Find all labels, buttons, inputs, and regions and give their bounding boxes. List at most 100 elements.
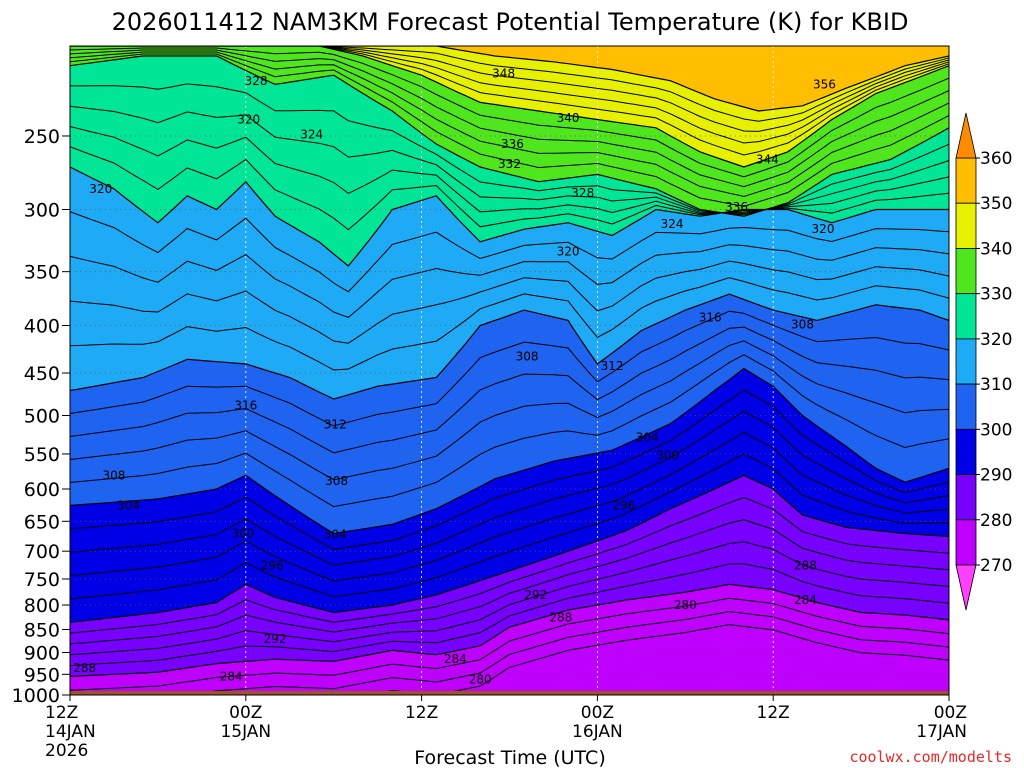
y-tick-label: 600 <box>24 479 60 501</box>
colorbar-bin <box>955 428 977 475</box>
isentrope-290 <box>70 474 949 623</box>
isentrope-284 <box>70 541 949 656</box>
x-tick-label: 14JAN <box>45 722 96 742</box>
colorbar-label: 350 <box>980 194 1012 214</box>
colorbar-bin <box>955 519 977 566</box>
x-tick-label: 12Z <box>757 703 790 723</box>
isentrope-332 <box>70 53 949 207</box>
isentrope-344 <box>70 46 949 144</box>
contour-label: 316 <box>234 399 257 413</box>
y-tick-label: 950 <box>24 664 60 686</box>
y-tick-label: 900 <box>24 643 60 665</box>
contour-label: 292 <box>524 588 547 602</box>
contour-label: 336 <box>501 137 524 151</box>
contour-label: 304 <box>117 498 140 512</box>
isentrope-286 <box>70 519 949 645</box>
isentrope-296 <box>70 410 949 566</box>
isentrope-324 <box>70 126 949 215</box>
contour-label: 356 <box>813 77 836 91</box>
grid-lines <box>70 46 949 695</box>
colorbar-label: 290 <box>980 466 1012 486</box>
isentrope-340 <box>70 46 949 168</box>
y-tick-label: 450 <box>24 363 60 385</box>
terrain-ground <box>70 690 949 695</box>
colorbar-label: 330 <box>980 285 1012 305</box>
x-tick-label: 12Z <box>45 703 78 723</box>
isentrope-336 <box>70 49 949 188</box>
contour-label: 348 <box>492 66 515 80</box>
contour-label: 284 <box>444 652 467 666</box>
y-tick-label: 1000 <box>12 685 60 707</box>
colorbar-label: 340 <box>980 239 1012 259</box>
contour-label: 292 <box>264 632 287 646</box>
isentrope-322 <box>70 146 949 231</box>
isentrope-lines <box>70 46 949 695</box>
contour-label: 312 <box>601 359 624 373</box>
isentrope-310 <box>70 293 949 400</box>
contour-label: 332 <box>498 157 521 171</box>
contour-label: 280 <box>469 672 492 686</box>
isentrope-348 <box>70 46 949 122</box>
colorbar-label: 280 <box>980 511 1012 531</box>
plot-area: 328 348 356 320 324 340 336 332 344 320 328 336 324 3… <box>69 45 950 696</box>
pressure-axis: 2503003504004505005506006507007508008509… <box>12 126 70 707</box>
colorbar-bin <box>955 383 977 430</box>
x-tick-label: 16JAN <box>572 722 623 742</box>
chart-title: 2026011412 NAM3KM Forecast Potential Tem… <box>112 8 909 36</box>
contour-label: 320 <box>89 182 112 196</box>
isentrope-318 <box>70 211 949 293</box>
x-tick-label: 00Z <box>229 703 262 723</box>
isentrope-308 <box>70 310 949 427</box>
isentrope-326 <box>70 105 949 215</box>
colorbar-top-arrow <box>955 112 977 159</box>
theta-color-fills <box>70 46 949 695</box>
contour-label: 324 <box>300 127 323 141</box>
colorbar-bin <box>955 157 977 204</box>
contour-label: 296 <box>261 558 284 572</box>
contour-label: 320 <box>237 113 260 127</box>
colorbar-bin <box>955 293 977 340</box>
contour-label: 300 <box>231 527 254 541</box>
isentrope-350 <box>70 46 949 112</box>
contour-label: 312 <box>324 417 347 431</box>
x-tick-label: 17JAN <box>916 722 967 742</box>
isentrope-342 <box>70 46 949 156</box>
colorbar-bin <box>955 338 977 385</box>
colorbar-legend: 360 350 340 330 320 310 300 290 280 270 <box>955 112 1012 611</box>
contour-label: 288 <box>549 610 572 624</box>
y-tick-label: 500 <box>24 405 60 427</box>
isentrope-274 <box>70 624 949 695</box>
contour-label: 304 <box>636 430 659 444</box>
x-tick-label: 00Z <box>581 703 614 723</box>
y-tick-label: 300 <box>24 200 60 222</box>
colorbar-label: 270 <box>980 556 1012 576</box>
isentrope-306 <box>70 326 949 454</box>
y-tick-label: 400 <box>24 316 60 338</box>
contour-label: 300 <box>656 448 679 462</box>
isentrope-294 <box>70 432 949 582</box>
colorbar-bin <box>955 474 977 521</box>
contour-label: 320 <box>557 245 580 259</box>
contour-label: 288 <box>73 661 96 675</box>
contour-label: 344 <box>756 152 779 166</box>
isentrope-298 <box>70 389 949 550</box>
contour-label: 296 <box>612 498 635 512</box>
contour-label: 304 <box>324 528 347 542</box>
contour-label: 320 <box>812 222 835 236</box>
isentrope-300 <box>70 367 949 535</box>
y-tick-label: 550 <box>24 444 60 466</box>
terrain-band <box>70 690 949 695</box>
colorbar-bin <box>955 248 977 295</box>
colorbar-bin <box>955 202 977 249</box>
isentrope-304 <box>70 340 949 481</box>
isentrope-314 <box>70 260 949 344</box>
contour-label: 308 <box>516 350 539 364</box>
credit-text: coolwx.com/modelts <box>849 748 1012 766</box>
contour-label: 336 <box>725 200 748 214</box>
colorbar-label: 360 <box>980 149 1012 169</box>
plot-frame <box>69 45 950 696</box>
contour-label: 280 <box>674 598 697 612</box>
contour-label: 288 <box>794 558 817 572</box>
contour-label: 340 <box>557 111 580 125</box>
